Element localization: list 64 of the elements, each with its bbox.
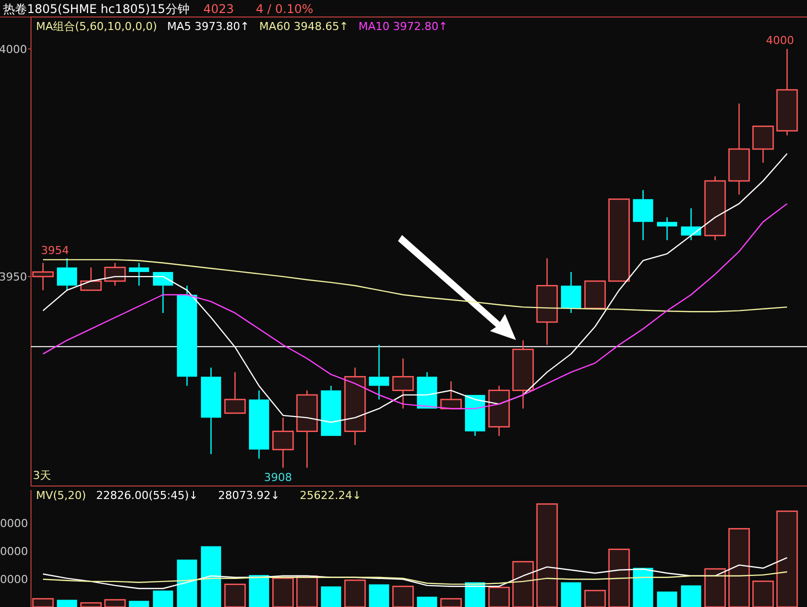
candlestick (632, 189, 654, 241)
bar (584, 590, 606, 607)
text: 4023 (203, 2, 234, 16)
text: MA5 3973.80↑ (167, 20, 250, 33)
bar (776, 510, 798, 607)
text: MA60 3948.65↑ (259, 20, 349, 33)
line-series (42, 203, 788, 410)
bar (680, 585, 702, 607)
text: 25622.24↓ (300, 489, 362, 502)
annotation: 3908 (264, 471, 292, 484)
annotation: 4000 (766, 34, 794, 47)
bar (704, 568, 726, 607)
y-tick-label: 3950 (0, 270, 27, 284)
candlestick (176, 285, 198, 386)
bar (368, 584, 390, 607)
bar (488, 586, 510, 607)
bar (56, 600, 78, 607)
legend-title: MV(5,20) (36, 489, 86, 502)
candlestick (272, 417, 294, 468)
candlestick (344, 367, 366, 446)
bar (248, 575, 270, 607)
bar (176, 560, 198, 607)
text: 28073.92↓ (218, 489, 280, 502)
bar (656, 592, 678, 607)
text: 0000 (0, 573, 28, 586)
text: MA10 3972.80↑ (358, 20, 448, 33)
bar (632, 568, 654, 607)
bar (152, 590, 174, 607)
bar (200, 546, 222, 607)
text: 4 / 0.10% (256, 2, 314, 16)
candlestick (512, 340, 534, 410)
bar (728, 528, 750, 607)
annotation: 3天 (33, 469, 51, 482)
bar (512, 561, 534, 607)
candlestick (536, 258, 558, 346)
candlestick (200, 367, 222, 455)
bar (104, 599, 126, 607)
candlestick (728, 102, 750, 196)
bar (536, 503, 558, 607)
text: 0000 (0, 545, 28, 558)
text: 22826.00(55:45)↓ (96, 489, 198, 502)
line-series (42, 259, 788, 312)
bar (224, 584, 246, 607)
bar (128, 600, 150, 607)
bar (320, 586, 342, 607)
chart-title: 热卷1805(SHME hc1805)15分钟 (3, 2, 190, 16)
bar (344, 580, 366, 607)
bar (272, 578, 294, 607)
legend-title: MA组合(5,60,10,0,0,0) (36, 20, 158, 33)
candlestick (248, 390, 270, 460)
bar (392, 586, 414, 607)
candlestick (368, 344, 390, 400)
bar (752, 580, 774, 607)
bar (416, 596, 438, 607)
bar (80, 602, 102, 607)
candlestick (32, 262, 54, 291)
annotation: 3954 (41, 244, 69, 257)
bar (560, 582, 582, 607)
bar (296, 575, 318, 607)
text: 0000 (0, 517, 28, 530)
bar (608, 548, 630, 607)
candlestick (392, 358, 414, 410)
bar (440, 598, 462, 607)
bar (32, 598, 54, 607)
